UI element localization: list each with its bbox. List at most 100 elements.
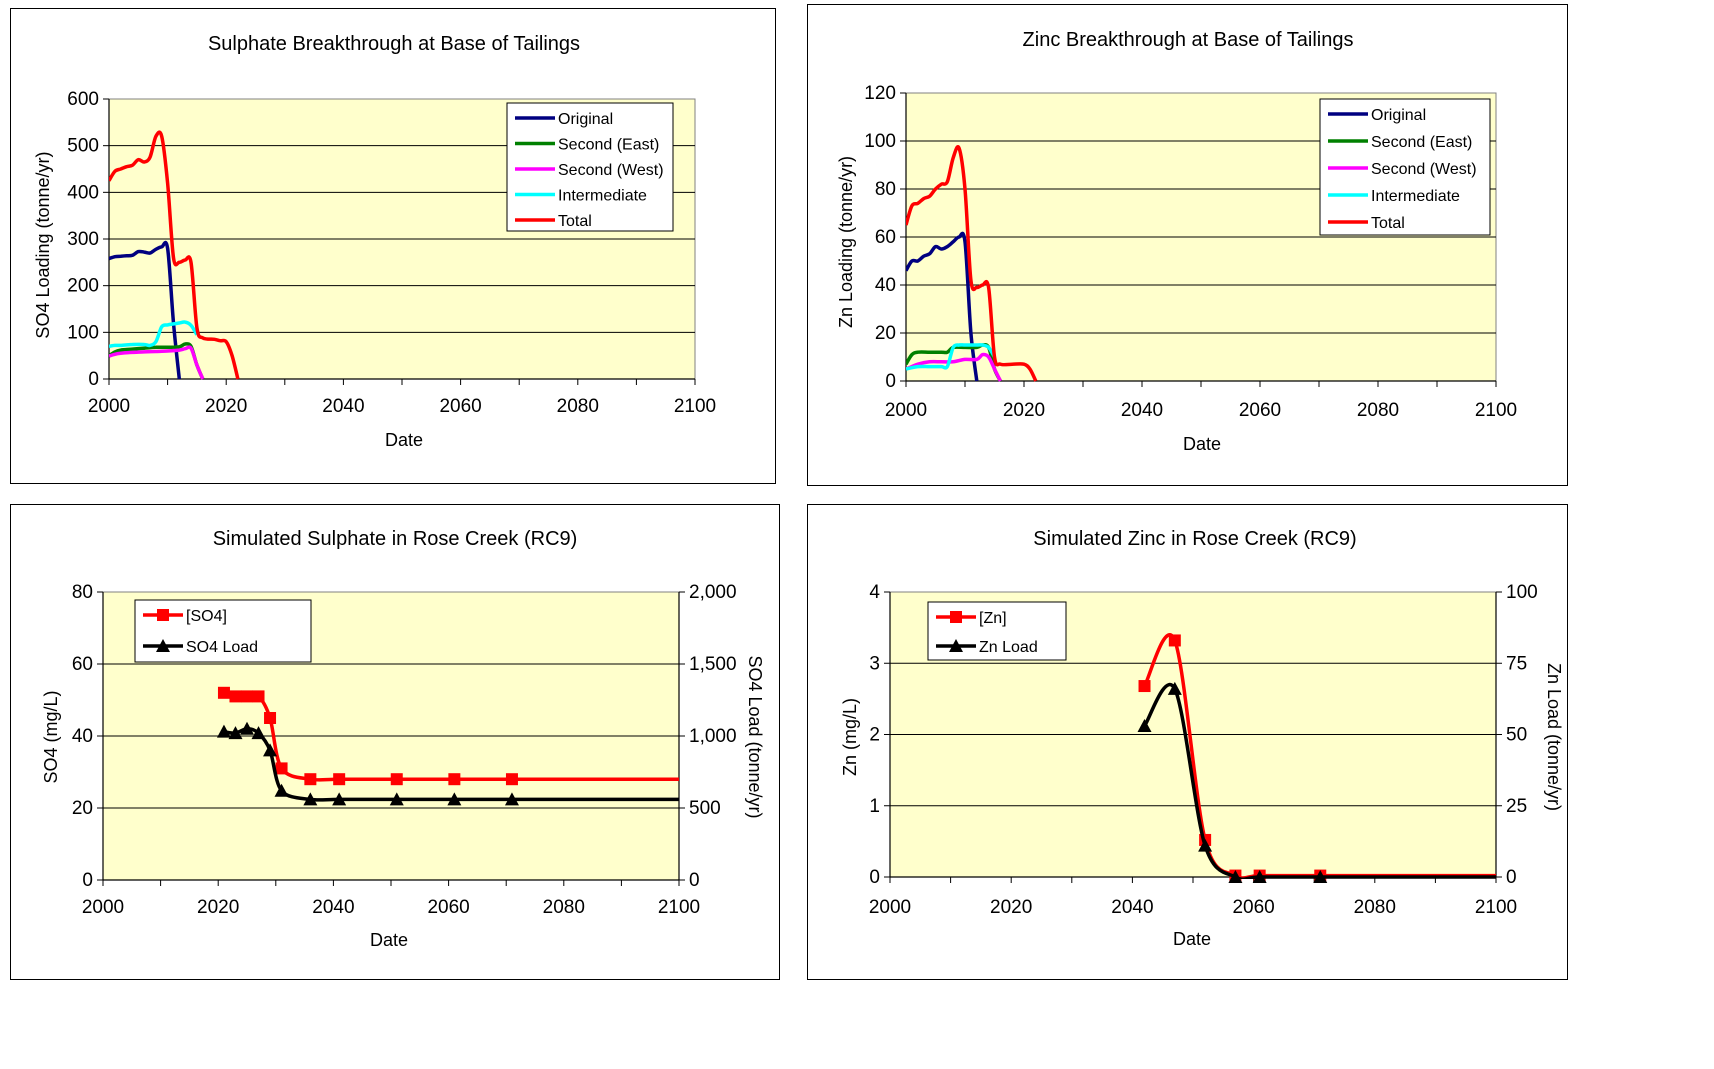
data-point-marker [1138, 680, 1151, 693]
legend-label: [Zn] [979, 610, 1007, 627]
y-tick-label: 80 [72, 582, 93, 603]
y-tick-label: 0 [88, 369, 99, 390]
series-original [109, 240, 182, 380]
data-point-marker [1137, 718, 1152, 732]
legend-marker [156, 639, 170, 652]
y-tick-label: 20 [72, 798, 93, 819]
x-tick-label: 2080 [1357, 400, 1399, 421]
legend-label: Total [1371, 215, 1405, 232]
y-tick-label: 2 [869, 725, 880, 746]
y-axis-label: SO4 Loading (tonne/yr) [33, 151, 53, 338]
y-tick-label: 300 [67, 229, 99, 250]
x-tick-label: 2080 [1354, 897, 1396, 918]
y-tick-label: 80 [875, 179, 896, 200]
chart-title: Simulated Sulphate in Rose Creek (RC9) [213, 528, 578, 550]
series-line [109, 240, 182, 380]
x-tick-label: 2080 [543, 897, 585, 918]
data-point-marker [390, 773, 403, 786]
y-tick-label: 100 [67, 322, 99, 343]
series-second-west [906, 352, 1002, 382]
x-tick-label: 2060 [1239, 400, 1281, 421]
x-tick-label: 2100 [658, 897, 700, 918]
legend-marker [950, 611, 962, 623]
legend-label: [SO4] [186, 608, 227, 625]
x-axis-label: Date [1183, 434, 1221, 454]
series-line [109, 320, 199, 349]
legend-marker [949, 639, 963, 652]
y2-tick-label: 25 [1506, 796, 1527, 817]
x-tick-label: 2040 [1111, 897, 1153, 918]
x-tick-label: 2020 [197, 897, 239, 918]
series-second-west [109, 345, 205, 380]
y-tick-label: 0 [82, 870, 93, 891]
x-axis-label: Date [370, 930, 408, 950]
legend-label: SO4 Load [186, 639, 258, 656]
data-point-marker [1167, 681, 1182, 695]
series-total [109, 130, 240, 380]
y-tick-label: 20 [875, 323, 896, 344]
y2-tick-label: 0 [1506, 867, 1517, 888]
y-tick-label: 400 [67, 182, 99, 203]
series-zn-load [1137, 681, 1496, 883]
series-so4 [217, 686, 679, 786]
y-tick-label: 60 [875, 227, 896, 248]
series-intermediate [109, 320, 199, 349]
data-point-marker [505, 773, 518, 786]
data-point-marker [217, 686, 230, 699]
data-point-marker [264, 712, 277, 724]
series-original [906, 231, 979, 382]
data-point-marker [241, 690, 253, 703]
series-line [906, 145, 1038, 382]
chart-panel-sulphate-rose-creek: Simulated Sulphate in Rose Creek (RC9) D… [10, 504, 780, 980]
legend-label: Original [558, 111, 613, 128]
data-point-marker [1252, 870, 1267, 883]
chart-svg: Simulated Zinc in Rose Creek (RC9) Date … [840, 528, 1564, 949]
legend-label: Original [1371, 107, 1426, 124]
legend: [SO4] SO4 Load [134, 599, 312, 663]
data-point-marker [1313, 870, 1328, 883]
x-axis-label: Date [1173, 929, 1211, 949]
y2-tick-label: 50 [1506, 725, 1527, 746]
legend-label: Second (East) [1371, 134, 1472, 151]
x-tick-label: 2020 [205, 396, 247, 417]
legend-label: Intermediate [558, 188, 647, 205]
y-tick-label: 200 [67, 276, 99, 297]
x-tick-label: 2060 [1232, 897, 1274, 918]
legend-label: Second (West) [558, 162, 664, 179]
y2-tick-label: 1,500 [689, 654, 737, 675]
data-point-marker [332, 792, 347, 806]
chart-svg: Sulphate Breakthrough at Base of Tailing… [33, 33, 716, 450]
data-point-marker [274, 783, 289, 797]
chart-title: Simulated Zinc in Rose Creek (RC9) [1033, 528, 1356, 550]
y-tick-label: 3 [869, 653, 880, 674]
y2-tick-label: 75 [1506, 653, 1527, 674]
data-point-marker [252, 690, 265, 703]
x-tick-label: 2000 [885, 400, 927, 421]
chart-title: Zinc Breakthrough at Base of Tailings [1023, 29, 1354, 51]
x-tick-label: 2000 [869, 897, 911, 918]
data-point-marker [447, 792, 462, 806]
legend-label: Second (West) [1371, 161, 1477, 178]
data-point-marker [228, 726, 243, 740]
y2-tick-label: 0 [689, 870, 700, 891]
y-tick-label: 120 [864, 83, 896, 104]
x-tick-label: 2040 [1121, 400, 1163, 421]
chart-panel-sulphate-breakthrough: Sulphate Breakthrough at Base of Tailing… [10, 8, 776, 484]
y-axis-label: Zn (mg/L) [840, 698, 860, 776]
x-tick-label: 2000 [82, 897, 124, 918]
x-tick-label: 2100 [1475, 400, 1517, 421]
legend-marker [157, 609, 169, 621]
data-point-marker [251, 726, 266, 740]
chart-svg: Simulated Sulphate in Rose Creek (RC9) D… [41, 528, 765, 950]
y2-axis-label: Zn Load (tonne/yr) [1544, 663, 1564, 811]
x-tick-label: 2100 [1475, 897, 1517, 918]
data-point-marker [504, 792, 519, 806]
legend: Original Second (East) Second (West) Interm… [506, 102, 674, 232]
series-total [906, 145, 1038, 382]
x-tick-label: 2060 [427, 897, 469, 918]
legend: Original Second (East) Second (West) Interm… [1319, 98, 1491, 236]
data-point-marker [389, 792, 404, 806]
data-point-marker [263, 743, 278, 757]
data-point-marker [240, 721, 254, 735]
chart-title: Sulphate Breakthrough at Base of Tailing… [208, 33, 580, 55]
